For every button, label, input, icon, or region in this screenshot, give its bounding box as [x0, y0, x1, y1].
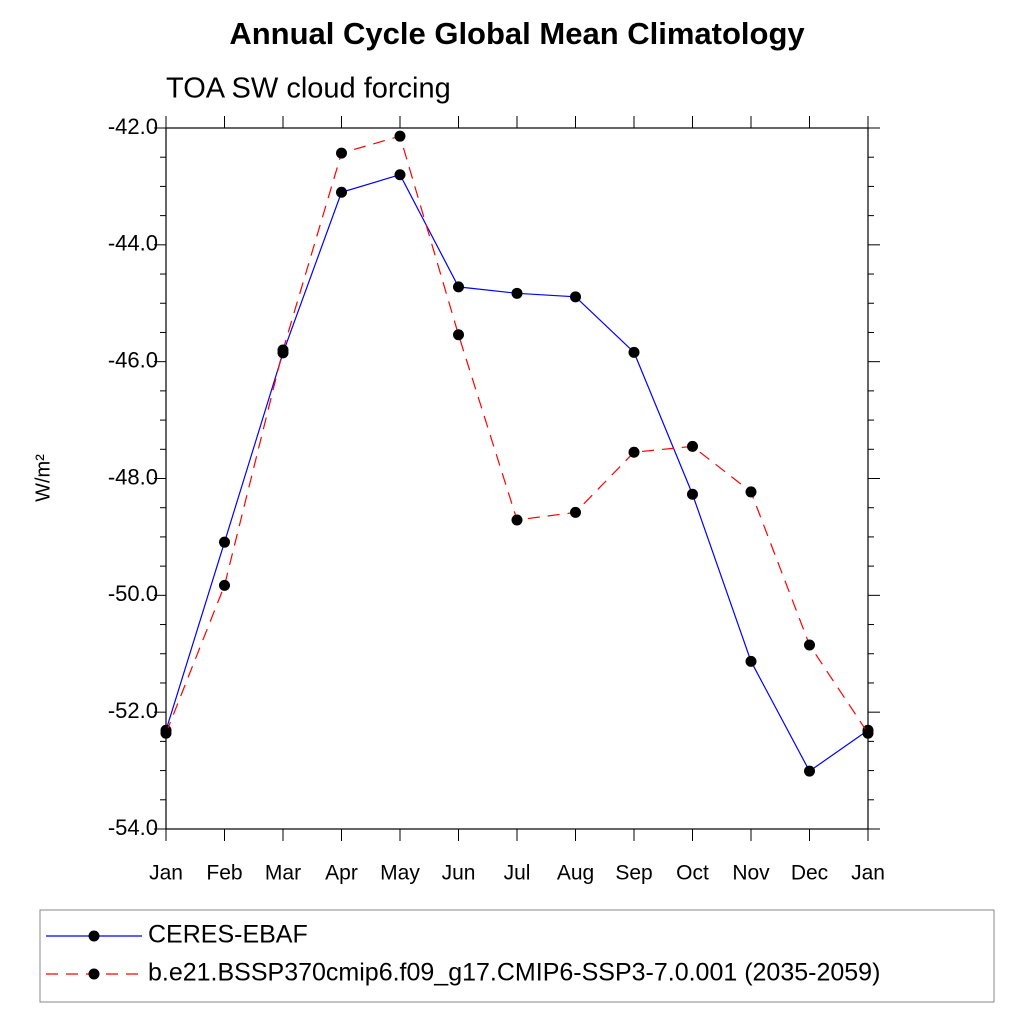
x-tick-label: Feb [206, 862, 242, 885]
data-point [219, 536, 230, 548]
series-line [165, 135, 869, 734]
y-tick-label: -42.0 [108, 114, 158, 139]
plot-frame [165, 127, 869, 830]
legend-box [39, 909, 995, 1003]
data-point [336, 147, 347, 159]
data-point [628, 346, 640, 358]
series-line [165, 174, 869, 773]
data-point [394, 169, 406, 181]
data-point [277, 344, 289, 356]
chart-title: Annual Cycle Global Mean Climatology [229, 16, 805, 51]
y-tick-label: -48.0 [108, 464, 158, 489]
y-tick-label: -54.0 [108, 815, 158, 840]
x-tick-label: Oct [676, 862, 709, 885]
data-point [160, 727, 172, 739]
legend-marker [88, 968, 100, 980]
y-tick-label: -46.0 [108, 347, 158, 372]
y-tick-label: -52.0 [108, 698, 158, 723]
y-tick-label: -44.0 [108, 231, 158, 256]
data-point [628, 446, 640, 458]
x-tick-label: Apr [325, 862, 358, 885]
data-point [570, 291, 581, 303]
y-axis-label: W/m² [32, 454, 54, 502]
legend-label: CERES-EBAF [148, 921, 308, 949]
x-tick-label: Jan [149, 862, 183, 885]
data-point [745, 486, 757, 498]
x-tick-label: Mar [265, 862, 301, 885]
data-point [687, 488, 698, 500]
data-point [336, 186, 347, 198]
x-tick-label: Jul [504, 862, 531, 885]
data-point [394, 130, 406, 142]
x-tick-label: Dec [791, 862, 828, 885]
legend-label: b.e21.BSSP370cmip6.f09_g17.CMIP6-SSP3-7.… [148, 959, 880, 987]
chart-subtitle: TOA SW cloud forcing [166, 73, 451, 105]
legend-marker [88, 930, 100, 942]
x-tick-label: Jan [851, 862, 885, 885]
data-point [511, 287, 523, 299]
data-point [862, 727, 874, 739]
data-point [687, 440, 698, 452]
x-tick-label: May [380, 862, 420, 885]
x-tick-label: Nov [732, 862, 770, 885]
data-point [511, 514, 523, 526]
x-tick-label: Sep [615, 862, 652, 885]
y-tick-label: -50.0 [108, 581, 158, 606]
data-point [804, 639, 815, 651]
x-tick-label: Aug [557, 862, 594, 885]
x-tick-label: Jun [442, 862, 476, 885]
data-point [570, 506, 581, 518]
data-point [745, 655, 757, 667]
data-point [804, 765, 815, 777]
data-point [453, 329, 464, 341]
data-point [453, 281, 464, 293]
data-point [219, 579, 230, 591]
